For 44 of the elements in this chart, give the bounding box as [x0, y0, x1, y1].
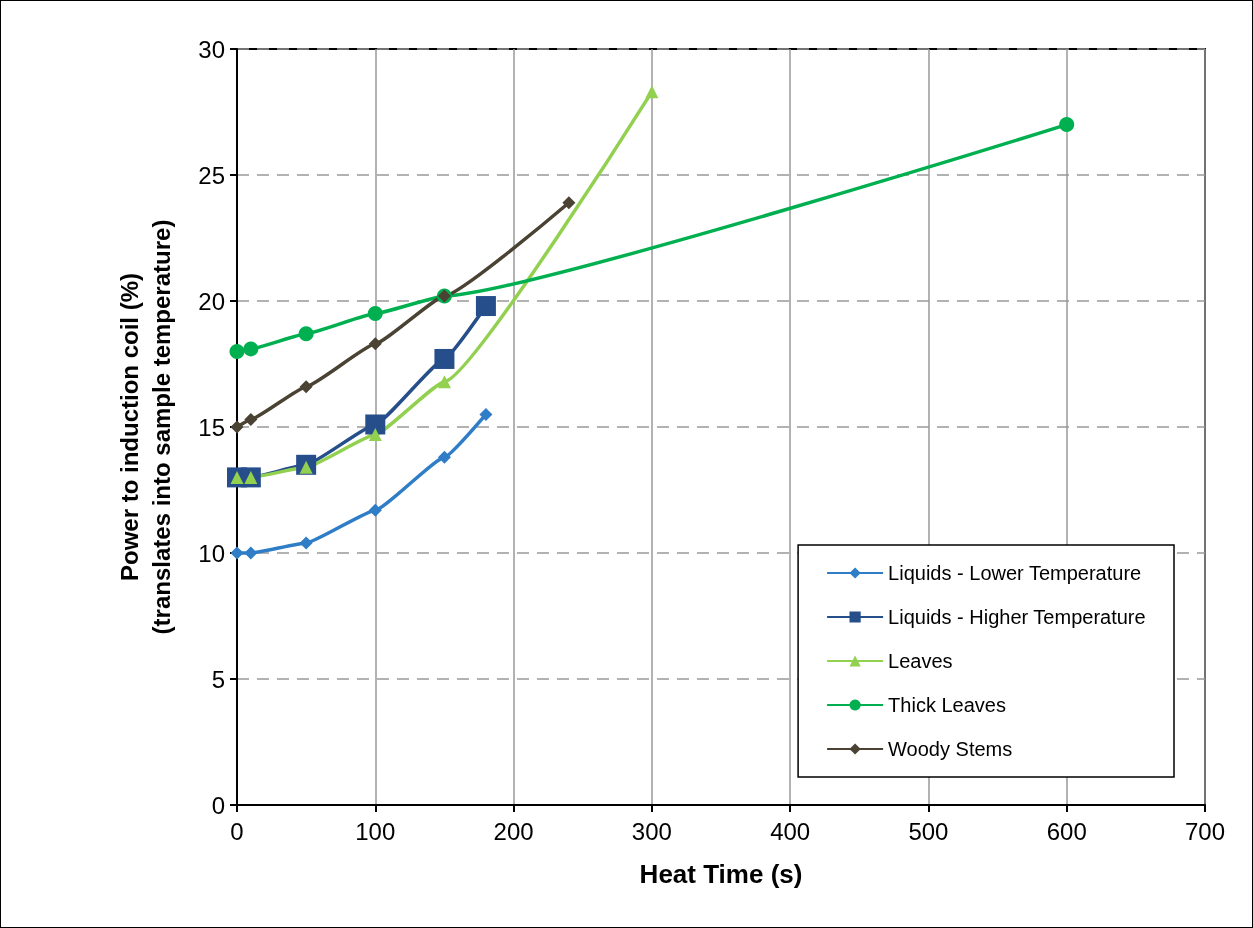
point — [365, 414, 386, 435]
x-tick-label: 500 — [908, 817, 949, 845]
point — [645, 85, 659, 99]
x-tick-label: 300 — [631, 817, 672, 845]
legend-label: Liquids - Lower Temperature — [888, 562, 1142, 584]
legend-label: Liquids - Higher Temperature — [888, 606, 1146, 628]
legend-label: Leaves — [888, 650, 953, 672]
y-tick-label: 30 — [198, 35, 225, 63]
y-axis-title: Power to induction coil (%) (translates into sample temperature) — [115, 219, 175, 635]
point — [229, 343, 245, 359]
point — [243, 341, 259, 357]
point — [437, 450, 451, 464]
point — [298, 326, 314, 342]
point — [299, 380, 313, 394]
y-tick-label: 10 — [198, 539, 225, 567]
y-tick-label: 25 — [198, 161, 225, 189]
x-axis-title: Heat Time (s) — [639, 859, 803, 889]
x-tick-label: 200 — [493, 817, 534, 845]
point — [368, 503, 382, 517]
point — [367, 306, 383, 322]
point — [244, 412, 258, 426]
point — [434, 348, 455, 369]
point — [479, 407, 493, 421]
x-tick-label: 400 — [770, 817, 811, 845]
point — [230, 420, 244, 434]
point — [244, 546, 258, 560]
legend-label: Woody Stems — [888, 738, 1013, 760]
y-tick-label: 20 — [198, 287, 225, 315]
point — [230, 546, 244, 560]
y-tick-label: 0 — [211, 791, 225, 819]
x-tick-label: 600 — [1046, 817, 1087, 845]
point — [1059, 117, 1075, 133]
legend-label: Thick Leaves — [888, 694, 1006, 716]
x-tick-label: 700 — [1184, 817, 1226, 845]
y-tick-label: 5 — [211, 665, 225, 693]
y-tick-label: 15 — [198, 413, 225, 441]
point — [437, 375, 451, 389]
point — [299, 536, 313, 550]
x-tick-label: 0 — [230, 817, 244, 845]
x-tick-label: 100 — [355, 817, 396, 845]
point — [368, 337, 382, 351]
point — [562, 196, 576, 210]
point — [475, 296, 496, 317]
point — [368, 428, 382, 442]
